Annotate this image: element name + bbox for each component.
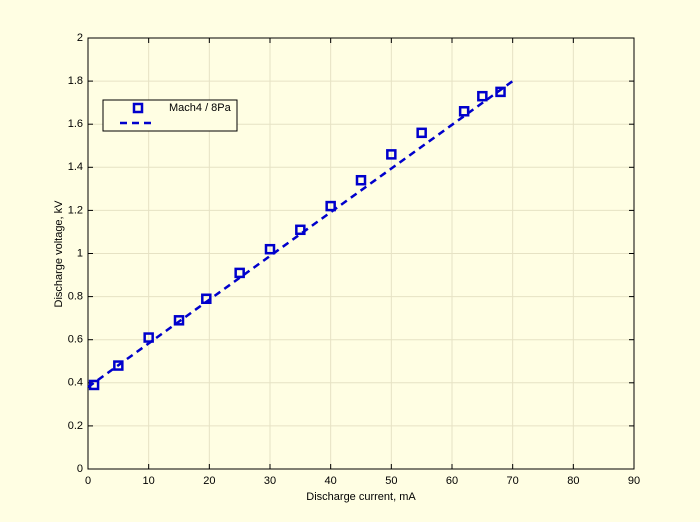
marker <box>234 267 245 279</box>
legend-label: Mach4 / 8Pa <box>169 102 232 114</box>
y-tick-label: 1.2 <box>68 204 83 216</box>
marker <box>264 243 276 255</box>
marker <box>458 106 470 117</box>
y-tick-label: 2 <box>77 32 83 44</box>
legend-marker <box>132 102 144 114</box>
x-tick-label: 40 <box>325 475 337 487</box>
x-tick-label: 20 <box>203 475 215 487</box>
x-tick-label: 30 <box>264 475 276 487</box>
y-tick-label: 1 <box>77 247 83 259</box>
y-tick-label: 0.8 <box>68 291 83 303</box>
x-tick-label: 0 <box>85 475 91 487</box>
x-tick-label: 90 <box>628 475 640 487</box>
marker <box>355 174 367 186</box>
y-tick-label: 0.4 <box>68 377 83 389</box>
marker <box>416 127 427 139</box>
y-axis-label: Discharge voltage, kV <box>53 200 65 308</box>
marker <box>143 332 154 343</box>
y-tick-label: 0.6 <box>68 334 83 346</box>
legend-box <box>102 99 238 132</box>
plot-frame <box>87 37 635 470</box>
y-tick-label: 0 <box>77 463 83 475</box>
marker <box>113 360 124 371</box>
x-tick-label: 80 <box>567 475 579 487</box>
y-tick-label: 0.2 <box>68 420 83 432</box>
x-axis-label: Discharge current, mA <box>306 491 416 503</box>
x-tick-label: 70 <box>507 475 519 487</box>
y-tick-label: 1.6 <box>68 118 83 130</box>
marker <box>477 90 488 102</box>
x-tick-label: 10 <box>143 475 155 487</box>
marker <box>386 149 397 160</box>
x-tick-label: 50 <box>385 475 397 487</box>
y-tick-label: 1.8 <box>68 75 83 87</box>
marker <box>173 315 185 326</box>
y-tick-label: 1.4 <box>68 161 83 173</box>
marker <box>325 200 336 212</box>
x-tick-label: 60 <box>446 475 458 487</box>
fit-line <box>87 80 514 389</box>
